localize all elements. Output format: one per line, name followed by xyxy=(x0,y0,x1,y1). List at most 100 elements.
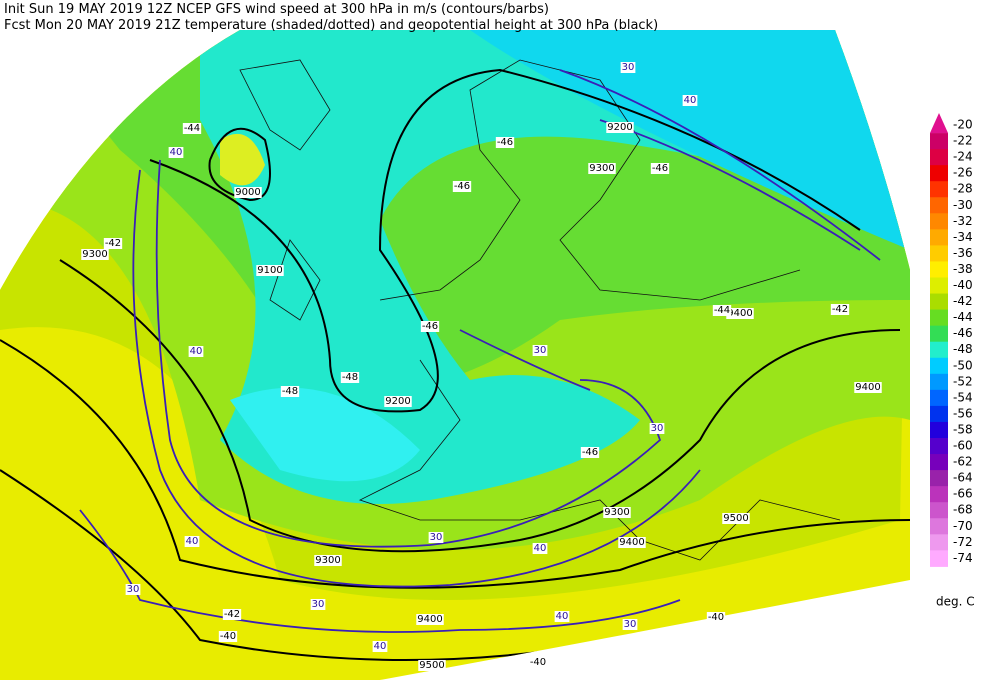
colorbar-label: -64 xyxy=(953,471,973,485)
colorbar-swatch xyxy=(930,389,948,407)
wind-label: 30 xyxy=(312,599,325,610)
label-box xyxy=(532,543,548,554)
colorbar-label: -42 xyxy=(953,294,973,308)
colorbar-arrow xyxy=(930,113,948,133)
temp-label: -48 xyxy=(282,386,298,397)
label-box xyxy=(222,609,242,620)
label-box xyxy=(418,660,446,671)
label-box xyxy=(580,447,600,458)
height-label: 9400 xyxy=(727,308,752,319)
colorbar-swatch xyxy=(930,293,948,311)
colorbar-swatch xyxy=(930,229,948,246)
header-line: Fcst Mon 20 MAY 2019 21Z temperature (sh… xyxy=(4,18,658,33)
label-box xyxy=(706,612,726,623)
height-label: 9000 xyxy=(235,187,260,198)
wind-label: 40 xyxy=(170,147,183,158)
label-box xyxy=(712,305,732,316)
colorbar-swatch xyxy=(930,341,948,359)
colorbar-label: -50 xyxy=(953,358,973,372)
colorbar-swatch xyxy=(930,245,948,262)
height-label: 9300 xyxy=(604,507,629,518)
colorbar-label: -34 xyxy=(953,230,973,244)
label-box xyxy=(606,122,634,133)
colorbar-label: -44 xyxy=(953,310,973,324)
temp-label: -40 xyxy=(708,612,724,623)
colorbar-swatch xyxy=(930,438,948,455)
height-label: 9100 xyxy=(257,265,282,276)
label-box xyxy=(188,346,204,357)
height-label: 9300 xyxy=(589,163,614,174)
colorbar-label: -54 xyxy=(953,390,973,404)
temp-label: -46 xyxy=(582,447,598,458)
colorbar-label: -40 xyxy=(953,278,973,292)
wind-label: 40 xyxy=(684,95,697,106)
colorbar-label: -26 xyxy=(953,166,973,180)
temp-label: -44 xyxy=(184,123,200,134)
height-label: 9300 xyxy=(82,249,107,260)
label-box xyxy=(416,614,444,625)
label-box xyxy=(554,611,570,622)
colorbar-label: -30 xyxy=(953,198,973,212)
height-label: 9300 xyxy=(315,555,340,566)
colorbar: -20 -22 -24 -26 -28 -30 -32 -34 -36 -38 -40 -42 -44 -… xyxy=(930,113,973,567)
temp-label: -42 xyxy=(832,304,848,315)
colorbar-label: -68 xyxy=(953,503,973,517)
height-label: 9200 xyxy=(385,396,410,407)
colorbar-swatch xyxy=(930,421,948,439)
colorbar-swatch xyxy=(930,405,948,423)
label-box xyxy=(650,163,670,174)
colorbar-swatch xyxy=(930,197,948,214)
colorbar-label: -46 xyxy=(953,326,973,340)
label-box xyxy=(103,238,123,249)
temp-label: -46 xyxy=(454,181,470,192)
wind-label: 30 xyxy=(127,584,140,595)
colorbar-swatch xyxy=(930,534,948,551)
colorbar-label: -74 xyxy=(953,551,973,565)
colorbar-label: -52 xyxy=(953,374,973,388)
temp-label: -40 xyxy=(220,631,236,642)
colorbar-swatch xyxy=(930,373,948,391)
colorbar-swatch xyxy=(930,470,948,487)
temp-label: -42 xyxy=(105,238,121,249)
label-box xyxy=(620,62,636,73)
colorbar-swatch xyxy=(930,181,948,198)
colorbar-swatch xyxy=(930,261,948,278)
colorbar-unit: deg. C xyxy=(936,595,975,609)
map-domain xyxy=(0,30,910,680)
label-box xyxy=(726,308,754,319)
label-box xyxy=(234,187,262,198)
colorbar-label: -38 xyxy=(953,262,973,276)
label-box xyxy=(532,345,548,356)
label-box xyxy=(256,265,284,276)
label-box xyxy=(452,181,472,192)
header-line: Init Sun 19 MAY 2019 12Z NCEP GFS wind s… xyxy=(4,2,549,17)
height-label: 9400 xyxy=(417,614,442,625)
colorbar-label: -28 xyxy=(953,182,973,196)
label-box xyxy=(495,137,515,148)
label-box xyxy=(340,372,360,383)
wind-label: 40 xyxy=(534,543,547,554)
label-box xyxy=(125,584,141,595)
colorbar-label: -48 xyxy=(953,342,973,356)
temp-label: -40 xyxy=(530,657,546,668)
colorbar-swatch xyxy=(930,518,948,535)
height-label: 9400 xyxy=(619,537,644,548)
label-box xyxy=(528,657,548,668)
colorbar-label: -32 xyxy=(953,214,973,228)
label-box xyxy=(168,147,184,158)
label-box xyxy=(182,123,202,134)
colorbar-swatch xyxy=(930,277,948,295)
colorbar-swatch xyxy=(930,149,948,166)
colorbar-label: -66 xyxy=(953,487,973,501)
colorbar-swatch xyxy=(930,213,948,230)
colorbar-swatch xyxy=(930,550,948,567)
temp-label: -46 xyxy=(497,137,513,148)
label-box xyxy=(184,536,200,547)
colorbar-swatch xyxy=(930,309,948,327)
height-label: 9200 xyxy=(607,122,632,133)
label-box xyxy=(372,641,388,652)
label-box xyxy=(649,423,665,434)
label-box xyxy=(218,631,238,642)
